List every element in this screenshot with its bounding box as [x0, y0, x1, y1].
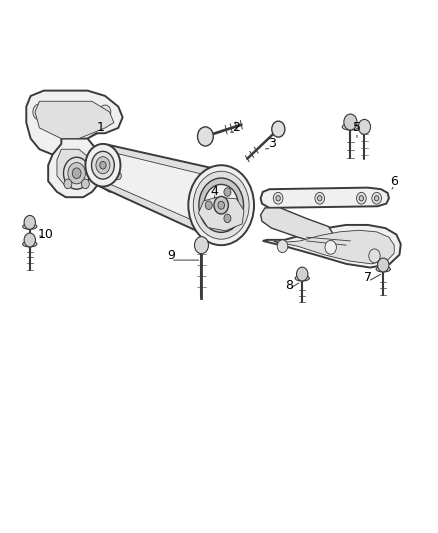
Circle shape — [369, 249, 380, 263]
Circle shape — [99, 105, 111, 119]
Circle shape — [357, 192, 366, 204]
Circle shape — [100, 161, 106, 169]
Circle shape — [92, 151, 114, 179]
Circle shape — [272, 121, 285, 137]
Text: 7: 7 — [364, 271, 372, 284]
Circle shape — [214, 196, 229, 214]
Polygon shape — [261, 188, 389, 208]
Text: 9: 9 — [167, 249, 175, 262]
Polygon shape — [26, 91, 123, 160]
Text: 1: 1 — [97, 122, 105, 134]
Text: 8: 8 — [285, 279, 293, 292]
Circle shape — [224, 214, 231, 223]
Circle shape — [315, 192, 325, 204]
Text: 4: 4 — [211, 185, 219, 198]
Circle shape — [374, 196, 379, 201]
Text: 2: 2 — [233, 122, 240, 134]
Ellipse shape — [342, 124, 359, 130]
Circle shape — [64, 157, 90, 189]
Ellipse shape — [23, 241, 37, 247]
Circle shape — [199, 178, 244, 232]
Circle shape — [24, 233, 35, 247]
Polygon shape — [100, 151, 227, 230]
Circle shape — [72, 168, 81, 179]
Text: 10: 10 — [38, 228, 54, 241]
Polygon shape — [48, 139, 105, 197]
Circle shape — [358, 119, 371, 134]
Circle shape — [224, 188, 231, 196]
Circle shape — [273, 192, 283, 204]
Text: 5: 5 — [353, 122, 361, 134]
Polygon shape — [261, 208, 333, 244]
Circle shape — [277, 240, 288, 253]
Circle shape — [198, 127, 213, 146]
Circle shape — [193, 171, 249, 239]
Circle shape — [276, 196, 280, 201]
Circle shape — [68, 163, 85, 184]
Circle shape — [372, 192, 381, 204]
Polygon shape — [35, 101, 114, 139]
Circle shape — [24, 215, 35, 229]
Circle shape — [297, 267, 308, 281]
Ellipse shape — [376, 266, 390, 272]
Circle shape — [325, 240, 336, 254]
Circle shape — [112, 168, 125, 184]
Polygon shape — [274, 230, 394, 264]
Polygon shape — [198, 197, 244, 231]
Circle shape — [194, 237, 208, 254]
Circle shape — [33, 104, 46, 120]
Circle shape — [218, 201, 224, 209]
Circle shape — [318, 196, 322, 201]
Circle shape — [115, 172, 121, 180]
Polygon shape — [57, 149, 92, 187]
Ellipse shape — [23, 224, 37, 229]
Text: 3: 3 — [268, 138, 276, 150]
Circle shape — [359, 196, 364, 201]
Circle shape — [96, 157, 110, 174]
Polygon shape — [96, 160, 140, 192]
Circle shape — [188, 165, 254, 245]
Circle shape — [204, 184, 238, 226]
Polygon shape — [98, 144, 229, 239]
Circle shape — [344, 114, 357, 130]
Circle shape — [205, 201, 212, 209]
Polygon shape — [263, 225, 401, 268]
Circle shape — [64, 179, 72, 189]
Ellipse shape — [295, 276, 309, 281]
Circle shape — [81, 179, 89, 189]
Text: 6: 6 — [390, 175, 398, 188]
Circle shape — [378, 258, 389, 272]
Circle shape — [85, 144, 120, 187]
